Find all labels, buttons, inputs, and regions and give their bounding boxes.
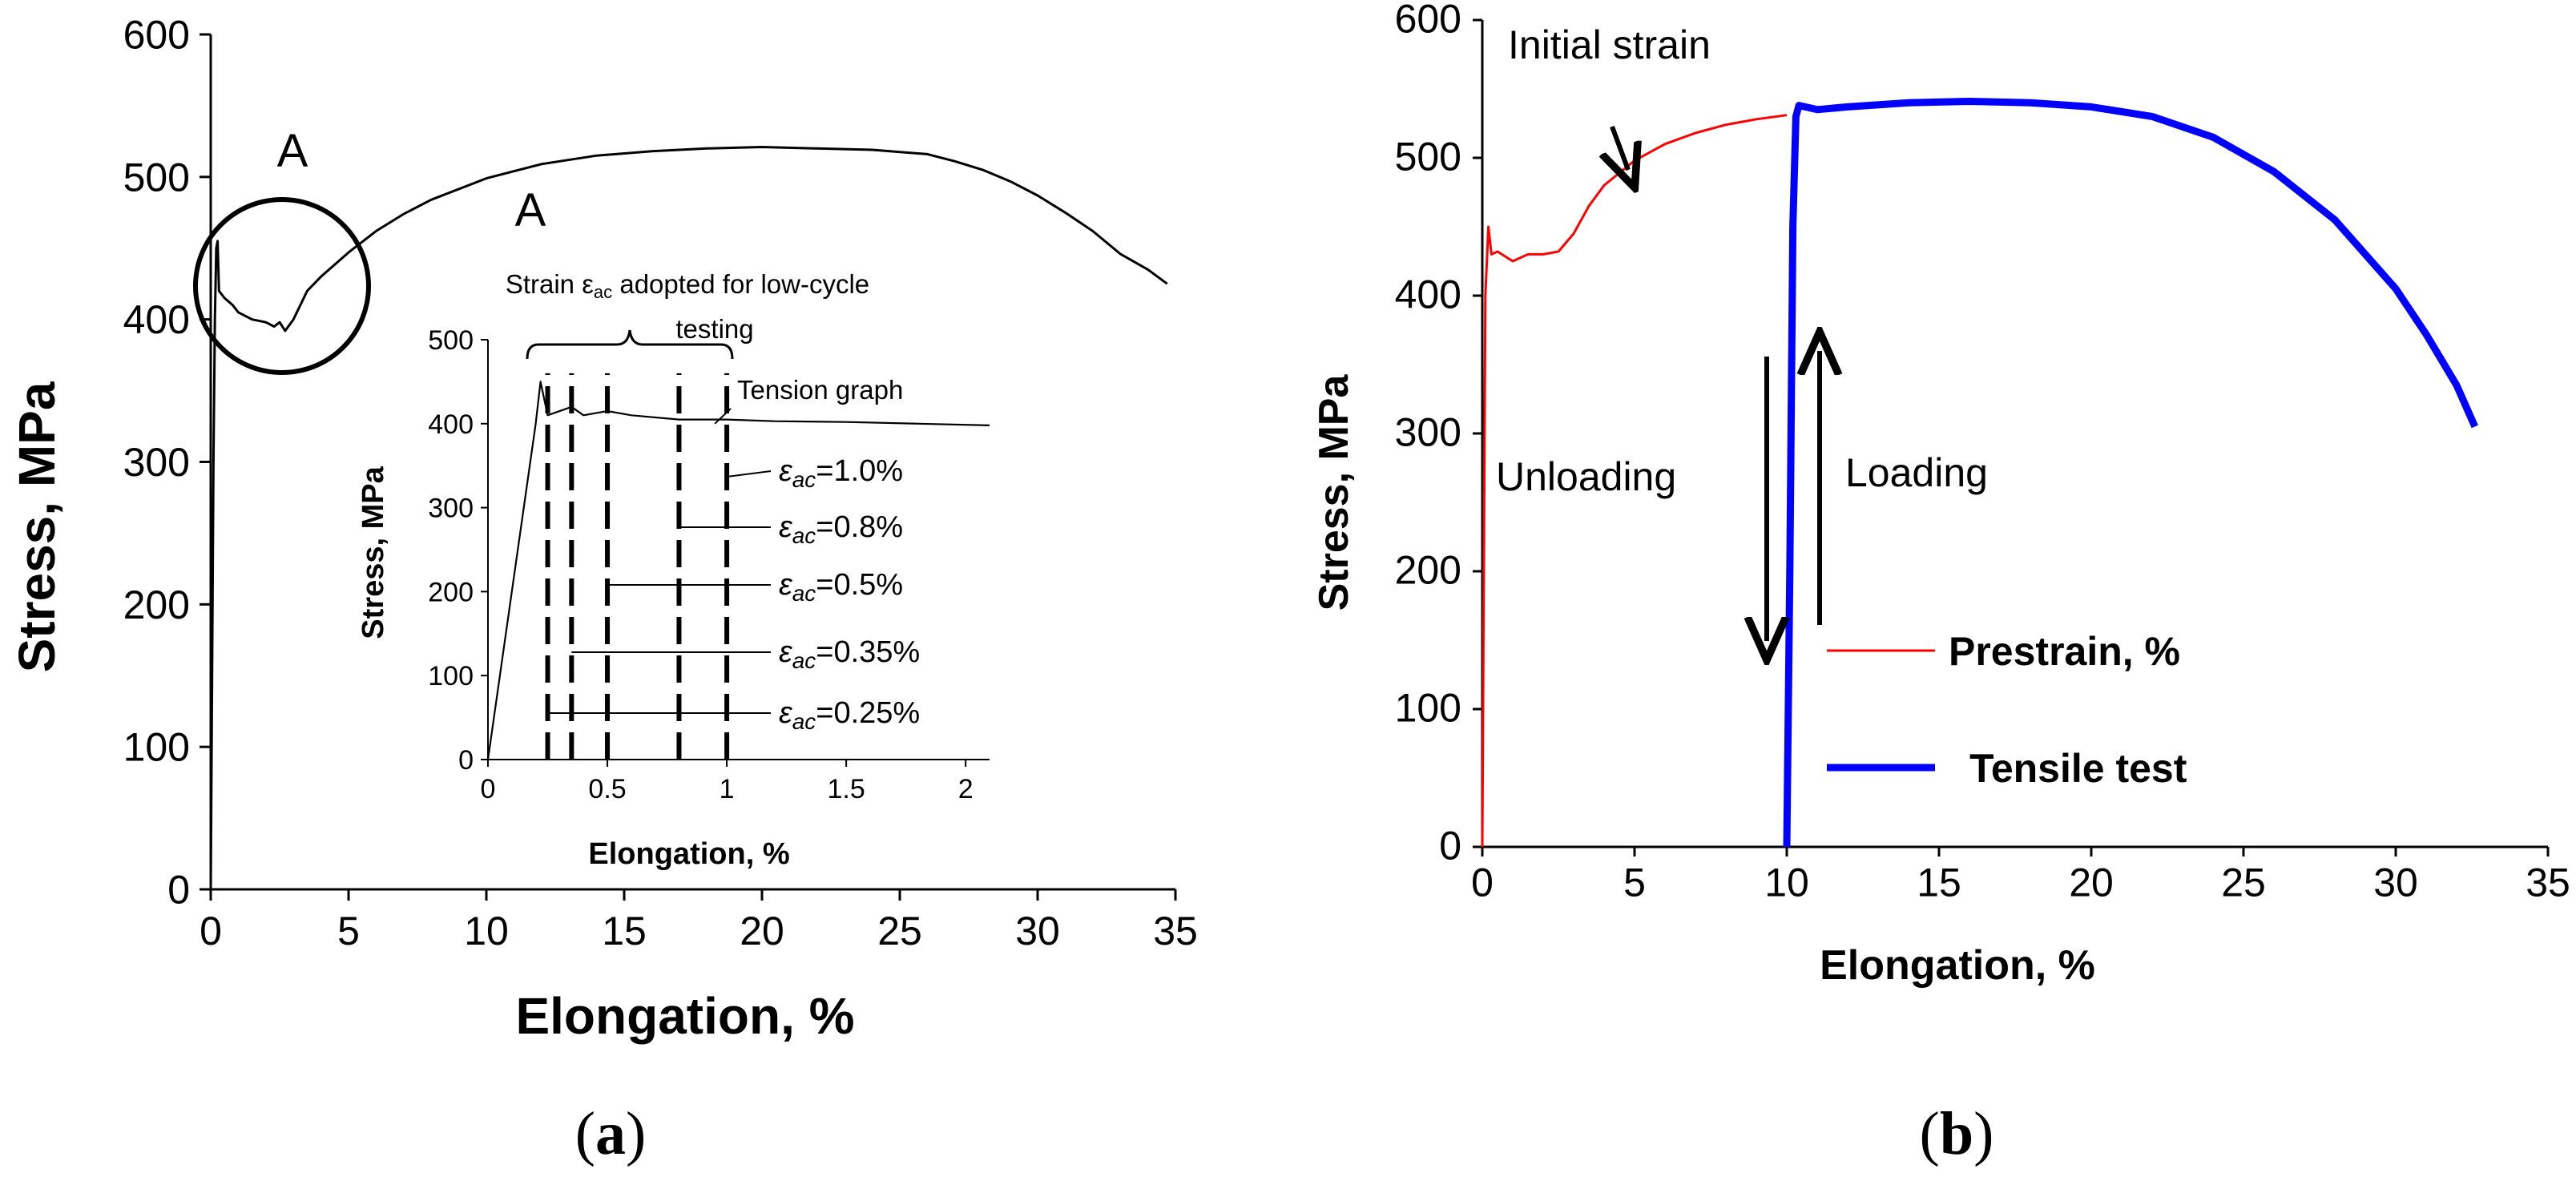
panel-b: 0 100 200 300 400 500 600 0 5 10 15 20 25 30 35 Stres… [1311,0,2570,1167]
inset-title-line2: testing [675,314,753,344]
panel-a-y-tick-label: 500 [123,155,190,200]
inset-y-tick-label: 300 [428,494,474,524]
strain-brace [526,329,734,360]
panel-b-y-tick-label: 0 [1439,823,1461,868]
inset-y-axis-title: Stress, MPa [357,466,390,639]
inset-strain-label: εac=0.35% [779,635,920,673]
panel-b-x-ticks: 0 5 10 15 20 25 30 35 [1471,847,2570,905]
panel-a-y-tick-label: 200 [123,582,190,627]
inset-y-tick-label: 0 [458,745,474,776]
inset-series-label: Tension graph [737,375,903,405]
panel-a-x-tick-label: 10 [464,909,509,953]
inset-y-tick-label: 500 [428,325,474,356]
panel-a-y-tick-label: 600 [123,13,190,58]
legend-tensile-label: Tensile test [1969,746,2187,791]
initial-strain-arrow [1612,125,1628,170]
panel-a-y-tick-label: 0 [167,868,190,913]
panel-a-x-tick-label: 0 [200,909,222,953]
panel-a-y-tick-label: 100 [123,725,190,770]
region-a-circle [193,197,371,375]
legend-prestrain-label: Prestrain, % [1949,629,2180,674]
panel-b-x-tick-label: 25 [2221,861,2266,905]
inset-y-tick-label: 400 [428,409,474,440]
inset-y-ticks: 0 100 200 300 400 500 [428,325,488,776]
inset-x-tick-label: 1 [720,774,735,804]
loading-label: Loading [1845,450,1988,495]
panel-a-x-tick-label: 35 [1153,909,1198,953]
panel-b-x-tick-label: 20 [2069,861,2114,905]
panel-b-y-tick-label: 300 [1395,409,1461,454]
inset-x-tick-label: 0.5 [588,774,626,804]
inset-x-tick-label: 2 [958,774,974,804]
panel-a-x-tick-label: 15 [602,909,647,953]
panel-a-y-tick-label: 400 [123,297,190,342]
panel-b-y-tick-label: 600 [1395,0,1461,41]
panel-b-y-ticks: 0 100 200 300 400 500 600 [1395,0,1482,868]
inset-title-line1: Strain εac adopted for low-cycle [506,269,869,302]
inset-strain-leader [726,470,772,478]
panel-a-axes [209,34,1175,891]
panel-a-x-tick-label: 5 [337,909,360,953]
curve-label-a: A [515,184,546,236]
inset-x-axis-title: Elongation, % [588,837,789,871]
inset-tension-curve [486,381,990,760]
inset-series [486,381,990,760]
circle-label-a: A [277,125,308,177]
initial-strain-label: Initial strain [1508,22,1711,67]
inset-strain-lines [545,373,730,760]
panel-b-x-tick-label: 0 [1471,861,1494,905]
inset-tension-leader [714,408,732,425]
panel-a-series [209,146,1168,890]
inset-strain-labels: εac=1.0% εac=0.8% εac=0.5% εac=0.35% εac=0.2… [779,454,920,734]
panel-a-x-ticks: 0 5 10 15 20 25 30 35 [200,889,1198,953]
inset-y-tick-label: 200 [428,577,474,607]
panel-b-x-axis-title: Elongation, % [1820,942,2095,989]
panel-a-x-axis-title: Elongation, % [515,987,854,1045]
panel-b-x-tick-label: 5 [1623,861,1646,905]
inset-strain-label: εac=1.0% [779,454,903,492]
panel-a-y-tick-label: 300 [123,440,190,485]
panel-a-x-tick-label: 25 [877,909,922,953]
panel-a-x-tick-label: 30 [1015,909,1060,953]
panel-b-x-tick-label: 35 [2526,861,2570,905]
prestrain-curve [1481,114,1788,848]
inset-x-tick-label: 1.5 [828,774,865,804]
panel-b-x-tick-label: 30 [2373,861,2418,905]
panel-a-label: (a) [575,1100,647,1167]
panel-b-y-tick-label: 500 [1395,134,1461,179]
panel-a-y-axis-title: Stress, MPa [8,381,66,672]
tension-curve [209,146,1168,890]
tensile-test-curve [1783,98,2478,848]
inset-strain-label: εac=0.25% [779,696,920,734]
unloading-label: Unloading [1496,454,1676,499]
panel-b-series [1481,98,2478,848]
inset-strain-label: εac=0.8% [779,510,903,548]
inset-chart: 0 100 200 300 400 500 0 0.5 1 1.5 2 Strain εac ad… [357,269,990,871]
inset-x-tick-label: 0 [481,774,496,804]
panel-b-y-tick-label: 400 [1395,272,1461,316]
inset-y-tick-label: 100 [428,661,474,691]
panel-b-y-tick-label: 200 [1395,547,1461,592]
panel-a-y-ticks: 0 100 200 300 400 500 600 [123,13,211,913]
inset-leader-lines [547,408,772,714]
panel-b-y-tick-label: 100 [1395,685,1461,730]
panel-b-axes [1481,20,2548,848]
panel-b-y-axis-title: Stress, MPa [1311,374,1357,611]
panel-b-x-tick-label: 15 [1917,861,1961,905]
panel-b-x-tick-label: 10 [1764,861,1809,905]
panel-a-x-tick-label: 20 [740,909,784,953]
inset-x-ticks: 0 0.5 1 1.5 2 [481,760,974,804]
inset-strain-label: εac=0.5% [779,568,903,606]
panel-b-label: (b) [1920,1100,1994,1167]
